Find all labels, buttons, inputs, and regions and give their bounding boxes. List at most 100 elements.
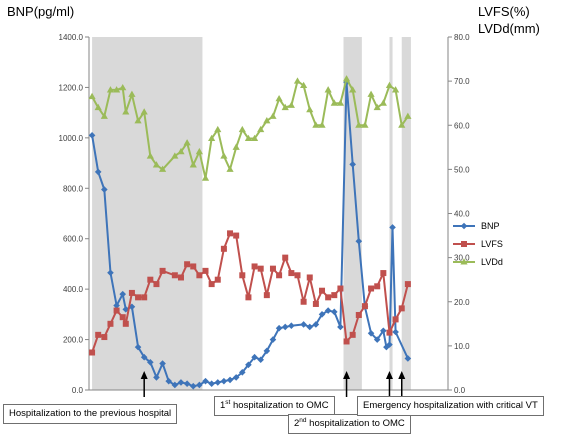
data-point-lvdd (404, 112, 412, 119)
data-point-lvdd (379, 99, 387, 106)
data-point-lvfs (135, 294, 142, 301)
data-point-bnp (113, 302, 120, 309)
data-point-bnp (269, 336, 277, 343)
data-point-bnp (373, 336, 381, 343)
data-point-lvfs (107, 320, 114, 327)
data-point-lvdd (269, 112, 277, 119)
legend-item-lvdd: LVDd (453, 257, 503, 267)
data-point-bnp (189, 382, 197, 390)
data-point-lvfs (159, 267, 166, 274)
annotation-arrow-omc2 (385, 371, 393, 397)
data-point-bnp (263, 347, 271, 355)
data-point-lvfs (355, 311, 362, 318)
data-point-bnp (171, 381, 179, 389)
annotation-second-omc: 2nd hospitalization to OMC (288, 414, 411, 434)
data-point-lvfs (349, 331, 356, 338)
data-point-lvdd (232, 143, 240, 150)
left-tick-label: 400.0 (63, 285, 84, 294)
data-point-bnp (275, 324, 283, 332)
data-point-bnp (101, 186, 108, 193)
data-point-bnp (306, 323, 314, 331)
arrow-head (398, 371, 406, 379)
data-point-lvfs (202, 267, 209, 274)
right-tick-label: 10.0 (454, 342, 470, 351)
data-point-lvfs (196, 272, 203, 279)
data-point-lvdd (208, 134, 216, 141)
legend-label: BNP (481, 221, 500, 231)
data-point-lvfs (306, 274, 313, 281)
data-point-lvdd (324, 86, 332, 93)
legend-swatch-marker (460, 258, 468, 265)
data-point-lvdd (293, 77, 302, 84)
data-point-lvfs (251, 263, 258, 270)
data-point-bnp (288, 322, 295, 330)
arrow-head (343, 371, 351, 379)
data-point-lvdd (152, 161, 161, 168)
data-point-lvdd (263, 117, 271, 124)
data-point-lvfs (392, 316, 399, 323)
arrow-head (140, 371, 148, 379)
legend-swatch-marker (460, 222, 468, 230)
data-point-bnp (257, 356, 264, 364)
left-tick-label: 0.0 (72, 386, 84, 395)
data-point-lvfs (276, 272, 283, 279)
right-tick-label: 50.0 (454, 165, 470, 174)
data-point-lvdd (361, 121, 369, 128)
data-point-lvfs (294, 272, 301, 279)
data-point-lvfs (208, 281, 215, 288)
data-point-bnp (214, 379, 222, 386)
data-point-bnp (88, 132, 96, 139)
data-point-bnp (208, 380, 215, 387)
data-point-lvdd (146, 152, 154, 159)
data-point-lvdd (342, 75, 351, 82)
data-point-lvdd (349, 86, 357, 93)
data-point-bnp (140, 353, 148, 361)
shaded-region (389, 37, 393, 390)
data-point-lvfs (337, 285, 344, 292)
legend-item-bnp: BNP (453, 221, 500, 231)
right-tick-label: 60.0 (454, 121, 470, 130)
data-point-lvfs (288, 270, 295, 277)
data-point-lvfs (153, 281, 160, 288)
data-point-bnp (220, 377, 228, 385)
legend-label: LVFS (481, 239, 503, 249)
series-lvdd (88, 75, 412, 181)
data-point-lvdd (189, 161, 197, 168)
data-point-lvfs (325, 294, 332, 301)
data-point-bnp (226, 376, 234, 384)
annotation-arrow-omc1 (343, 371, 351, 397)
data-point-lvdd (100, 112, 108, 119)
data-point-bnp (94, 168, 102, 176)
data-point-lvdd (300, 81, 308, 89)
data-point-lvdd (336, 99, 345, 106)
data-point-bnp (165, 377, 173, 385)
right-tick-label: 70.0 (454, 77, 470, 86)
data-point-lvdd (94, 103, 102, 111)
data-point-lvfs (171, 272, 178, 279)
data-point-lvfs (147, 276, 154, 283)
series-lines (88, 75, 412, 390)
data-point-lvfs (361, 303, 368, 310)
data-point-bnp (330, 308, 338, 316)
data-point-lvfs (233, 232, 240, 239)
data-point-lvdd (183, 139, 191, 146)
data-point-lvdd (88, 92, 96, 100)
data-point-lvdd (134, 117, 142, 124)
left-tick-label: 1400.0 (59, 33, 84, 42)
data-point-lvfs (374, 283, 381, 290)
data-point-bnp (239, 369, 246, 376)
data-point-bnp (177, 379, 185, 386)
right-tick-label: 0.0 (454, 386, 466, 395)
data-point-lvfs (113, 307, 120, 314)
data-point-lvdd (119, 83, 127, 91)
data-point-lvfs (269, 265, 276, 272)
data-point-lvfs (245, 294, 252, 301)
data-point-lvdd (355, 121, 363, 128)
data-point-bnp (367, 329, 375, 337)
data-point-lvdd (281, 103, 289, 111)
data-point-bnp (196, 381, 203, 389)
data-point-bnp (392, 328, 399, 336)
legend-label: LVDd (481, 257, 503, 267)
data-point-bnp (134, 343, 142, 351)
